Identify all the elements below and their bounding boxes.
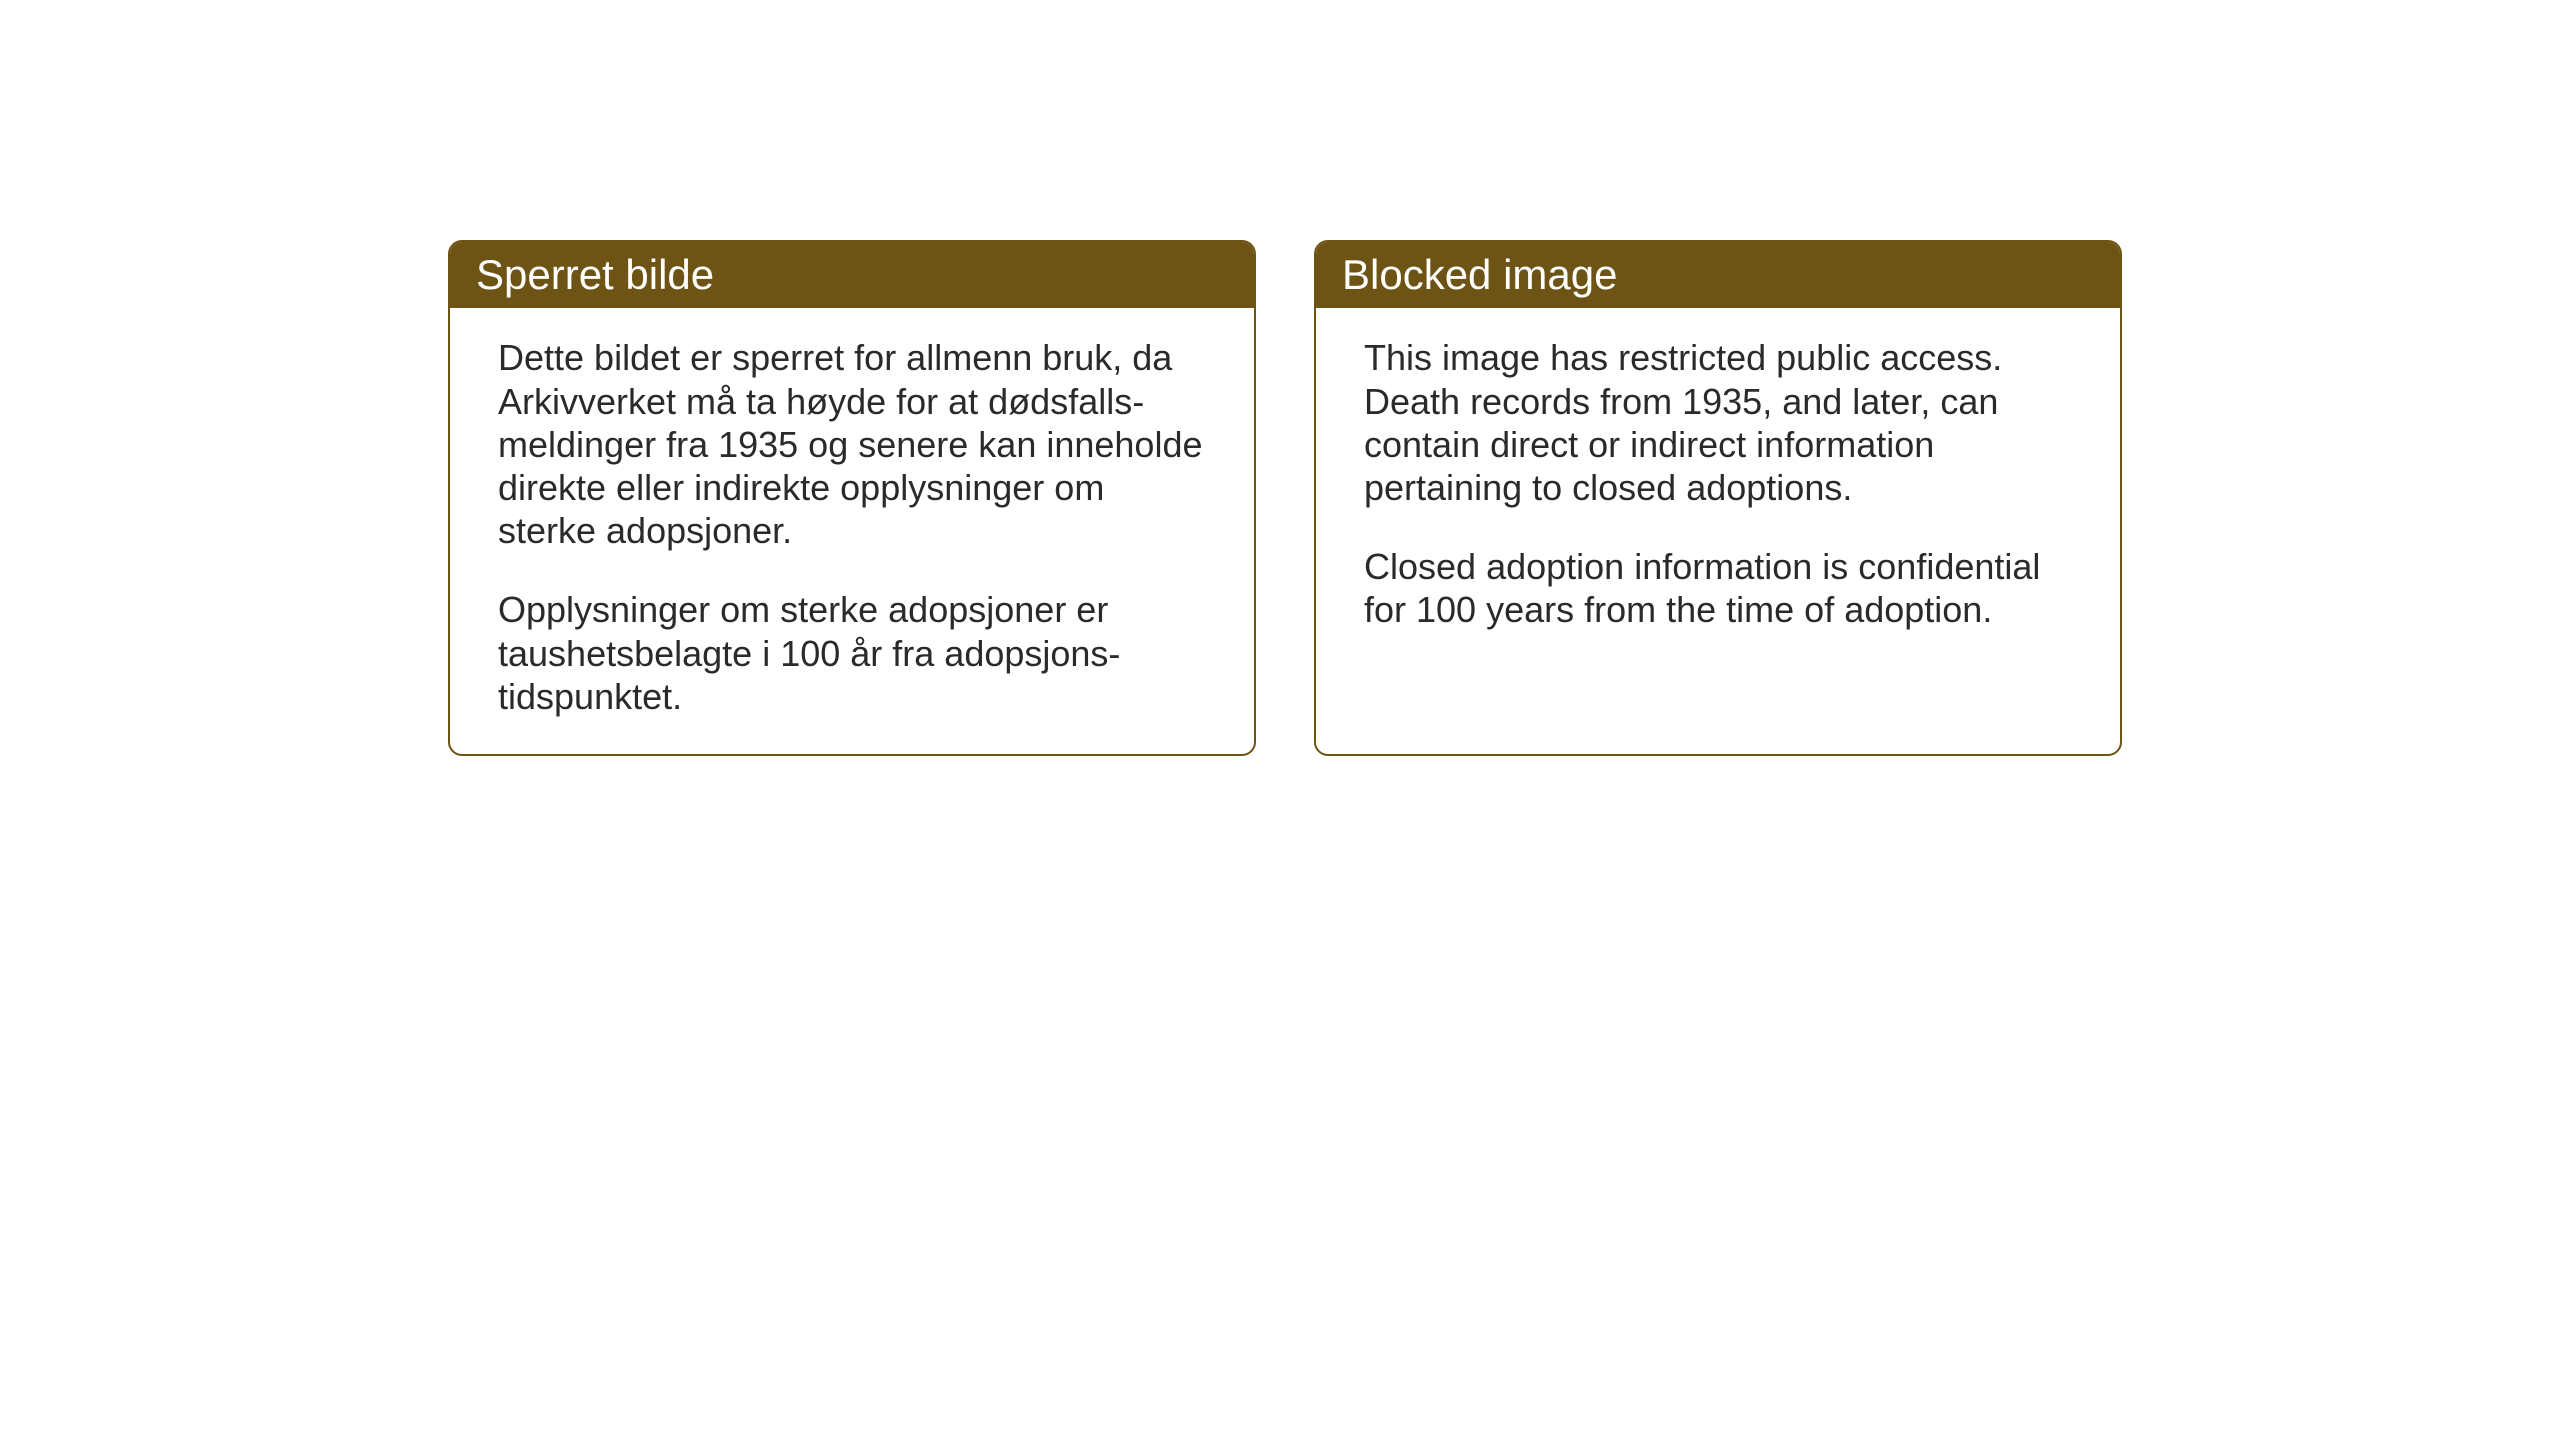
paragraph-2-english: Closed adoption information is confident… <box>1364 545 2072 631</box>
card-body-norwegian: Dette bildet er sperret for allmenn bruk… <box>450 308 1254 754</box>
card-header-norwegian: Sperret bilde <box>450 242 1254 308</box>
card-header-english: Blocked image <box>1316 242 2120 308</box>
notice-card-norwegian: Sperret bilde Dette bildet er sperret fo… <box>448 240 1256 756</box>
notice-card-english: Blocked image This image has restricted … <box>1314 240 2122 756</box>
paragraph-1-english: This image has restricted public access.… <box>1364 336 2072 509</box>
paragraph-1-norwegian: Dette bildet er sperret for allmenn bruk… <box>498 336 1206 552</box>
paragraph-2-norwegian: Opplysninger om sterke adopsjoner er tau… <box>498 588 1206 718</box>
card-body-english: This image has restricted public access.… <box>1316 308 2120 728</box>
notice-container: Sperret bilde Dette bildet er sperret fo… <box>448 240 2122 756</box>
